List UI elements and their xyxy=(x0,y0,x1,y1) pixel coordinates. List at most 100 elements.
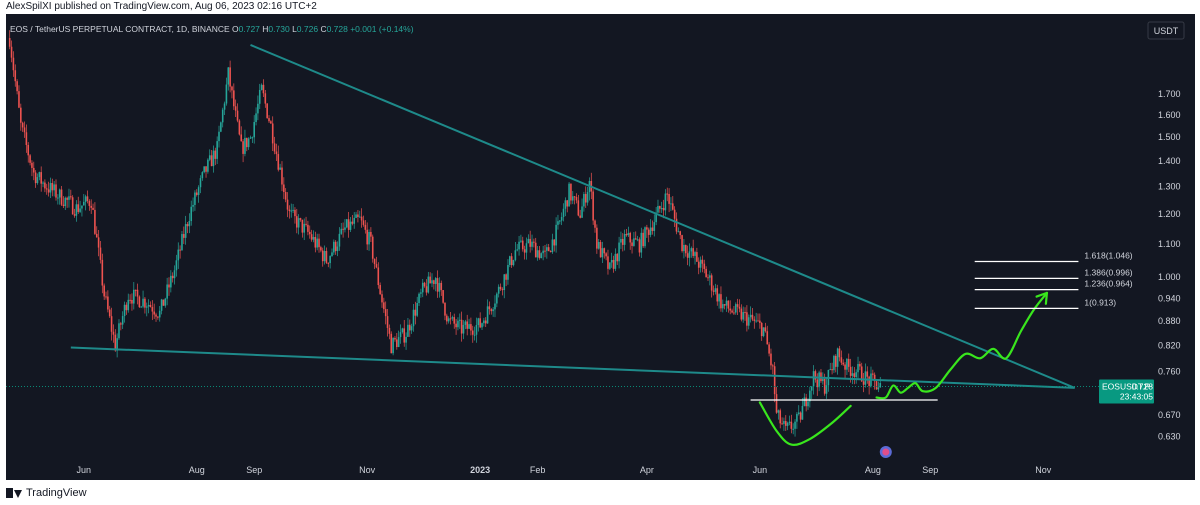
candle-body xyxy=(32,167,35,173)
candle-body xyxy=(25,132,28,145)
candle-body xyxy=(688,251,691,258)
candle-body xyxy=(797,412,800,414)
candle-body xyxy=(457,320,459,328)
candle-body xyxy=(642,232,644,247)
candle-body xyxy=(314,236,317,248)
candle-body xyxy=(108,309,111,317)
candle-body xyxy=(847,358,850,367)
candle-body xyxy=(414,309,417,316)
fib-level-label: 1.386(0.996) xyxy=(1084,267,1132,277)
candle-body xyxy=(303,223,306,233)
candle-body xyxy=(612,259,615,269)
candle-body xyxy=(396,339,398,348)
candle-body xyxy=(716,288,719,302)
candle-body xyxy=(657,206,659,213)
candle-body xyxy=(523,249,526,253)
candle-body xyxy=(362,220,365,225)
publisher-line: AlexSpilXI published on TradingView.com,… xyxy=(6,1,317,12)
candle-body xyxy=(158,310,161,318)
candle-body xyxy=(90,205,93,208)
symbol-title: EOS / TetherUS PERPETUAL CONTRACT, 1D, B… xyxy=(10,24,232,34)
candle-body xyxy=(846,358,848,370)
candle-body xyxy=(49,183,52,193)
candle-body xyxy=(383,302,385,310)
candle-body xyxy=(531,241,533,247)
candle-body xyxy=(288,209,291,212)
candle-body xyxy=(805,397,807,407)
candle-body xyxy=(405,336,407,343)
candle-body xyxy=(505,274,507,280)
candle-body xyxy=(570,183,572,201)
candle-body xyxy=(112,331,115,335)
chart-frame[interactable]: 1.618(1.046) 1.386(0.996) 1.236(0.964) 1(0.… xyxy=(6,14,1195,480)
candle-body xyxy=(651,227,654,231)
candle-body xyxy=(692,248,694,256)
candle-body xyxy=(499,286,502,290)
candle-body xyxy=(507,264,509,280)
candle-body xyxy=(679,231,682,236)
candle-body xyxy=(520,240,522,242)
price-chart[interactable]: 1.618(1.046) 1.386(0.996) 1.236(0.964) 1(0.… xyxy=(6,14,1195,480)
candle-body xyxy=(464,321,467,325)
candle-body xyxy=(18,91,20,108)
candle-body xyxy=(12,57,15,71)
y-tick-label: 0.940 xyxy=(1158,293,1181,303)
candle-body xyxy=(410,326,413,331)
candle-body xyxy=(27,144,30,156)
candle-body xyxy=(245,137,248,148)
candle-body xyxy=(720,294,722,309)
candle-body xyxy=(386,316,389,328)
candle-body xyxy=(408,324,411,331)
candle-body xyxy=(670,203,672,205)
candle-body xyxy=(162,299,165,306)
candle-body xyxy=(292,209,294,211)
candle-body xyxy=(384,309,387,317)
candle-body xyxy=(14,70,17,82)
candle-body xyxy=(496,293,498,304)
candle-body xyxy=(164,298,167,306)
candle-body xyxy=(94,209,96,234)
y-tick-label: 1.400 xyxy=(1158,156,1181,166)
event-marker-dot xyxy=(882,448,890,456)
candle-body xyxy=(686,253,689,258)
ohlc-key: O xyxy=(232,24,239,34)
candle-body xyxy=(297,218,300,228)
candle-body xyxy=(675,218,678,232)
candle-body xyxy=(764,327,767,332)
y-tick-label: 1.100 xyxy=(1158,239,1181,249)
candle-body xyxy=(762,327,765,337)
candle-body xyxy=(381,294,383,303)
candle-body xyxy=(849,366,852,376)
candle-body xyxy=(753,319,756,321)
ohlc-key: H xyxy=(262,24,268,34)
candle-body xyxy=(10,46,13,58)
candle-body xyxy=(607,256,609,269)
candle-body xyxy=(579,215,581,218)
currency-label: USDT xyxy=(1154,26,1179,36)
candle-body xyxy=(468,324,470,329)
candle-body xyxy=(784,421,787,426)
candle-body xyxy=(318,238,320,248)
candle-body xyxy=(347,219,350,230)
candle-body xyxy=(70,196,72,198)
candle-body xyxy=(425,286,428,293)
candle-body xyxy=(307,224,309,232)
candle-body xyxy=(355,214,357,218)
candle-body xyxy=(38,172,41,178)
candle-body xyxy=(629,232,631,243)
candle-body xyxy=(208,155,211,160)
candle-body xyxy=(412,309,415,327)
candle-body xyxy=(662,207,665,211)
candle-body xyxy=(233,90,235,107)
candle-body xyxy=(549,251,552,253)
candle-body xyxy=(536,250,539,258)
candle-body xyxy=(197,187,200,195)
candle-body xyxy=(666,193,669,195)
trendline-upper xyxy=(250,44,1076,389)
candle-body xyxy=(379,285,381,295)
candle-body xyxy=(631,242,633,246)
candle-body xyxy=(242,141,244,154)
candle-body xyxy=(816,379,819,388)
candle-body xyxy=(342,228,344,230)
candle-body xyxy=(853,373,856,378)
